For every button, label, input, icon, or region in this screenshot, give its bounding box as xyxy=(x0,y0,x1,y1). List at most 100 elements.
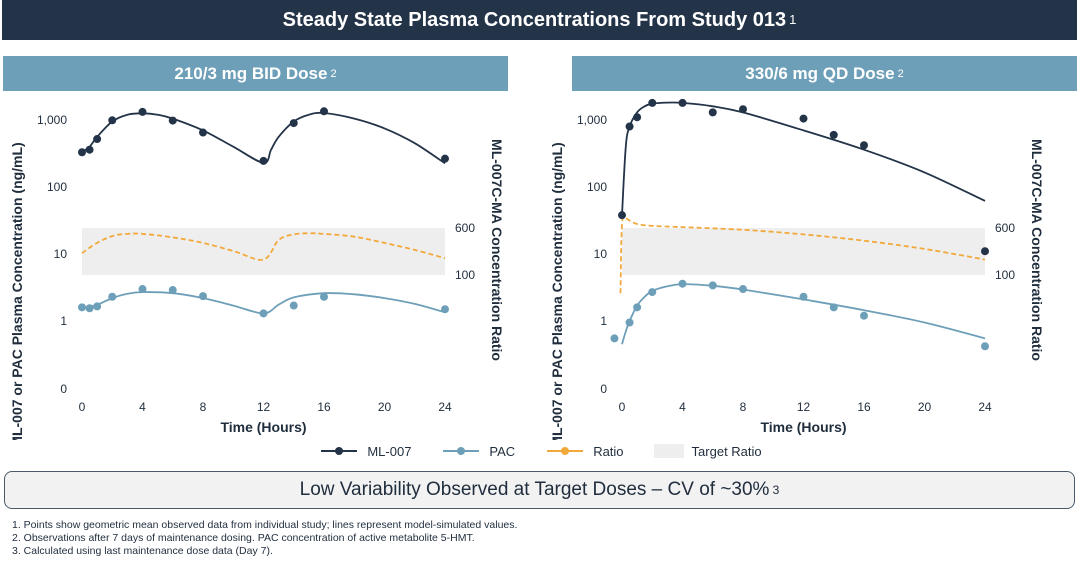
chart1-ml007-point xyxy=(829,130,838,139)
chart0-pac-point xyxy=(78,303,86,312)
chart0-pac-line xyxy=(81,291,446,315)
chart0-x-axis-title: Time (Hours) xyxy=(220,419,306,435)
legend-ratio-label: Ratio xyxy=(593,443,624,459)
chart1-ml007-point xyxy=(648,98,657,107)
legend-item-target: Target Ratio xyxy=(653,443,762,459)
page-title: Steady State Plasma Concentrations From … xyxy=(2,0,1077,40)
chart0-x-tick-label: 0 xyxy=(79,400,86,414)
chart1-y-tick-label: 1,000 xyxy=(577,113,607,127)
footnotes: 1. Points show geometric mean observed d… xyxy=(12,519,517,558)
chart0-ml007-point xyxy=(93,135,102,144)
page-title-text: Steady State Plasma Concentrations From … xyxy=(282,8,787,31)
chart1-ml007-point xyxy=(625,122,634,131)
chart1-x-tick-label: 8 xyxy=(740,400,747,414)
chart1-target-ratio-band xyxy=(622,228,985,275)
chart0-pac-point xyxy=(85,304,94,313)
chart0-y2-axis-title: ML-007C-MA Concentration Ratio xyxy=(489,139,505,361)
chart0-ml007-point xyxy=(320,107,328,116)
chart1-x-tick-label: 16 xyxy=(857,400,871,414)
chart0-x-tick-label: 24 xyxy=(438,400,452,414)
chart0-pac-point xyxy=(93,302,102,311)
chart0-ml007-point xyxy=(289,119,298,128)
chart0-ratio-line xyxy=(81,232,446,261)
chart0-pac-point xyxy=(138,285,147,294)
chart0-y2-tick-label: 100 xyxy=(455,268,475,282)
chart1-y-tick-label: 100 xyxy=(587,180,607,194)
chart1-y-axis-title: ML-007 or PAC Plasma Concentration (ng/m… xyxy=(549,142,565,440)
chart1-y-tick-label: 1 xyxy=(600,314,607,328)
chart1-y-tick-label: 0 xyxy=(600,382,607,396)
legend-ml007-marker xyxy=(321,447,358,455)
chart1-y-tick-label: 10 xyxy=(594,247,608,261)
chart1-ml007-point xyxy=(981,247,989,256)
chart0-ml007-point xyxy=(85,145,94,154)
footnote-3: 3. Calculated using last maintenance dos… xyxy=(12,545,273,557)
chart1-ml007-point xyxy=(708,108,717,117)
chart0-y-tick-label: 1,000 xyxy=(37,113,67,127)
legend-item-ml007: ML-007 xyxy=(319,444,411,459)
chart0-ml007-point xyxy=(259,156,268,165)
chart1-y2-tick-label: 600 xyxy=(995,221,1015,235)
chart0-pac-point xyxy=(441,305,449,314)
chart0-ml007-point xyxy=(138,107,147,116)
chart0-pac-point xyxy=(108,292,117,301)
chart0-ml007-point xyxy=(199,128,207,137)
chart0-x-tick-label: 12 xyxy=(257,400,271,414)
right-panel-header: 330/6 mg QD Dose 2 xyxy=(572,56,1077,91)
chart1-ratio-line xyxy=(619,216,986,294)
chart1-x-tick-label: 20 xyxy=(918,400,932,414)
chart1-pac-point xyxy=(625,318,634,327)
chart1-ml007-point xyxy=(860,141,868,150)
chart0-ml007-point xyxy=(108,116,117,125)
chart0-pac-point xyxy=(259,309,268,318)
chart0-ml007-point xyxy=(441,154,449,163)
chart0-pac-point xyxy=(199,292,207,301)
chart1-ml007-point xyxy=(799,114,808,123)
chart1-x-tick-label: 12 xyxy=(797,400,811,414)
chart1-pac-point xyxy=(633,303,642,312)
chart0-ml007-point xyxy=(168,116,177,125)
legend-pac-label: PAC xyxy=(489,443,516,459)
legend-target-label: Target Ratio xyxy=(691,443,762,459)
legend-ratio-marker xyxy=(547,447,584,455)
chart0-y2-tick-label: 600 xyxy=(455,221,475,235)
chart0-ml007-point xyxy=(78,148,86,157)
legend-item-pac: PAC xyxy=(441,444,515,459)
chart-legend: ML-007 PAC Ratio Target Ratio xyxy=(0,441,1081,461)
chart0-x-tick-label: 16 xyxy=(317,400,331,414)
chart1-pac-point xyxy=(860,311,868,320)
chart0-x-tick-label: 20 xyxy=(378,400,392,414)
chart0-y-tick-label: 1 xyxy=(60,314,67,328)
chart1-pac-point xyxy=(708,281,717,290)
legend-item-ratio: Ratio xyxy=(545,443,624,459)
chart0-x-tick-label: 4 xyxy=(139,400,146,414)
chart1-x-tick-label: 0 xyxy=(619,400,626,414)
chart1-pac-point xyxy=(678,279,687,288)
right-panel-header-text: 330/6 mg QD Dose xyxy=(745,63,895,83)
qd-dose-chart: 0 1 10 100 1,000 600 100 0 4 8 12 16 20 24 Time (Hours… xyxy=(549,98,1045,440)
chart1-y2-tick-label: 100 xyxy=(995,268,1015,282)
chart0-pac-point xyxy=(320,292,328,301)
chart0-ml007-line xyxy=(81,111,446,165)
chart0-target-ratio-band xyxy=(82,228,445,275)
chart1-pac-point xyxy=(799,292,808,301)
left-panel-header-text: 210/3 mg BID Dose xyxy=(174,63,328,83)
variability-banner: Low Variability Observed at Target Doses… xyxy=(4,471,1075,509)
chart0-y-tick-label: 100 xyxy=(47,180,67,194)
chart1-ml007-point xyxy=(739,105,747,114)
chart1-pac-point xyxy=(610,334,619,343)
chart0-x-tick-label: 8 xyxy=(200,400,207,414)
chart0-y-axis-title: ML-007 or PAC Plasma Concentration (ng/m… xyxy=(9,142,25,440)
chart1-y2-axis-title: ML-007C-MA Concentration Ratio xyxy=(1029,139,1045,361)
chart1-ml007-point xyxy=(618,211,626,220)
chart0-pac-point xyxy=(289,301,298,310)
chart1-x-axis-title: Time (Hours) xyxy=(760,419,846,435)
chart0-y-tick-label: 0 xyxy=(60,382,67,396)
chart1-pac-point xyxy=(739,285,747,294)
chart0-pac-point xyxy=(168,286,177,295)
chart1-pac-point xyxy=(981,342,989,351)
legend-target-swatch xyxy=(653,444,684,458)
footnote-2: 2. Observations after 7 days of maintena… xyxy=(12,532,475,544)
chart1-pac-point xyxy=(648,288,657,297)
bid-dose-chart: 0 1 10 100 1,000 600 100 0 4 8 12 16 20 24 Time (Hours… xyxy=(9,107,505,440)
